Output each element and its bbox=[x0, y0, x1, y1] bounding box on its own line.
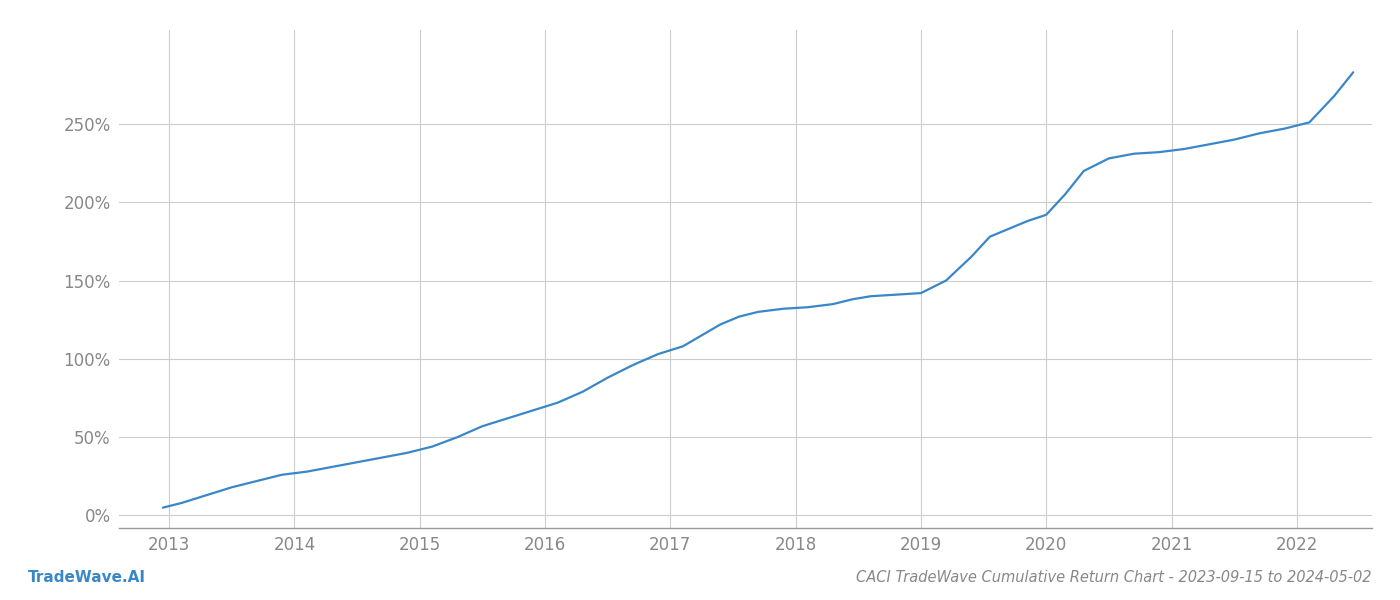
Text: TradeWave.AI: TradeWave.AI bbox=[28, 570, 146, 585]
Text: CACI TradeWave Cumulative Return Chart - 2023-09-15 to 2024-05-02: CACI TradeWave Cumulative Return Chart -… bbox=[857, 570, 1372, 585]
